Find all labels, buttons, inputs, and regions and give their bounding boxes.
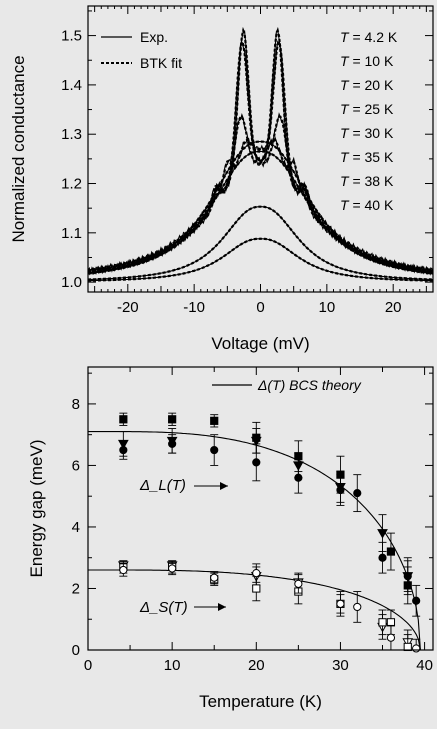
btk-fit-curve — [88, 205, 433, 281]
x-tick-label: 30 — [332, 657, 349, 674]
conductance-ticks: -20 -10 0 10 20 1.0 1.1 1.2 1.3 1.4 1.5 — [61, 6, 433, 316]
data-marker-circle — [210, 445, 219, 455]
temperature-list: T = 4.2 K T = 10 K T = 20 K T = 25 K T = 30 … — [340, 29, 398, 213]
conductance-x-axis-label: Voltage (mV) — [211, 334, 309, 353]
temperature-label: T = 40 K — [340, 197, 394, 213]
y-tick-label: 4 — [72, 519, 80, 536]
delta-l-arrowhead — [220, 482, 228, 490]
data-marker-circle — [378, 553, 387, 562]
conductance-panel: -20 -10 0 10 20 1.0 1.1 1.2 1.3 1.4 1.5 Voltage (m… — [9, 5, 434, 353]
y-tick-label: 0 — [72, 642, 80, 659]
y-tick-label: 1.2 — [61, 176, 82, 193]
data-marker-triangle — [250, 436, 262, 447]
x-tick-label: 10 — [319, 299, 336, 316]
temperature-label: T = 4.2 K — [340, 29, 398, 45]
data-marker-square — [378, 618, 387, 627]
data-marker-circle — [294, 579, 303, 588]
x-tick-label: 40 — [416, 657, 433, 674]
delta-s-arrowhead — [218, 603, 226, 611]
temperature-label: T = 10 K — [340, 53, 394, 69]
legend-btk-label: BTK fit — [140, 55, 182, 71]
data-marker-circle — [403, 572, 412, 581]
temperature-label: T = 25 K — [340, 101, 394, 117]
conductance-curves — [87, 26, 434, 282]
exp-curve — [88, 206, 433, 281]
data-marker-circle — [119, 445, 128, 455]
data-marker-square — [168, 415, 177, 424]
y-tick-label: 2 — [72, 580, 80, 597]
temperature-label: T = 30 K — [340, 125, 394, 141]
data-marker-square — [119, 415, 128, 424]
gap-annotations: Δ_L(T) Δ_S(T) — [139, 477, 228, 616]
data-marker-circle — [412, 596, 421, 605]
x-tick-label: 0 — [256, 299, 264, 316]
legend-bcs-label: Δ(T) BCS theory — [257, 377, 362, 393]
data-marker-square — [386, 547, 396, 556]
delta-l-annotation: Δ_L(T) — [139, 477, 186, 494]
y-tick-label: 1.3 — [61, 126, 82, 143]
gap-ticks: 0 10 20 30 40 0 2 4 6 8 — [72, 367, 433, 674]
data-marker-circle — [119, 565, 128, 575]
data-marker-circle — [386, 633, 396, 642]
conductance-y-axis-label: Normalized conductance — [9, 55, 28, 242]
data-marker-circle — [412, 644, 421, 653]
conductance-plot-frame — [87, 5, 434, 293]
x-tick-label: 0 — [84, 657, 92, 674]
data-marker-circle — [168, 439, 177, 449]
temperature-label: T = 35 K — [340, 149, 394, 165]
x-tick-label: -20 — [117, 299, 139, 316]
x-tick-label: 20 — [248, 657, 265, 674]
gap-y-axis-label: Energy gap (meV) — [27, 440, 46, 578]
gap-legend: Δ(T) BCS theory — [212, 377, 362, 393]
y-tick-label: 6 — [72, 457, 80, 474]
delta-s-annotation: Δ_S(T) — [139, 599, 188, 616]
y-tick-label: 1.4 — [61, 77, 82, 94]
x-tick-label: -10 — [183, 299, 205, 316]
x-tick-label: 10 — [164, 657, 181, 674]
data-marker-square — [210, 416, 219, 425]
gap-x-axis-label: Temperature (K) — [199, 692, 322, 711]
btk-fit-curve — [88, 237, 433, 282]
data-marker-circle — [353, 602, 362, 612]
btk-fit-curve — [87, 138, 434, 272]
data-marker-circle — [252, 458, 261, 467]
btk-fit-curve — [87, 140, 434, 274]
y-tick-label: 8 — [72, 396, 80, 413]
y-tick-label: 1.1 — [61, 225, 82, 242]
gap-data-points — [117, 412, 421, 653]
data-marker-square — [386, 618, 396, 627]
y-tick-label: 1.5 — [61, 28, 82, 45]
energy-gap-panel: 0 10 20 30 40 0 2 4 6 8 Temperature (K) Energy ga… — [27, 366, 434, 711]
temperature-label: T = 20 K — [340, 77, 394, 93]
y-tick-label: 1.0 — [61, 274, 82, 291]
legend-exp-label: Exp. — [140, 29, 168, 45]
data-marker-triangle — [377, 529, 388, 539]
data-marker-square — [252, 584, 261, 593]
data-marker-circle — [252, 568, 261, 578]
data-marker-circle — [168, 564, 177, 573]
data-marker-circle — [353, 489, 362, 498]
btk-fit-curve — [87, 150, 434, 275]
data-marker-circle — [336, 599, 345, 608]
data-marker-circle — [336, 485, 345, 495]
temperature-label: T = 38 K — [340, 173, 394, 189]
data-marker-circle — [294, 473, 303, 482]
conductance-legend: Exp. BTK fit — [101, 29, 182, 71]
x-tick-label: 20 — [385, 299, 402, 316]
bcs-theory-curve — [88, 431, 421, 651]
data-marker-circle — [210, 573, 219, 582]
gap-plot-frame — [87, 366, 434, 651]
